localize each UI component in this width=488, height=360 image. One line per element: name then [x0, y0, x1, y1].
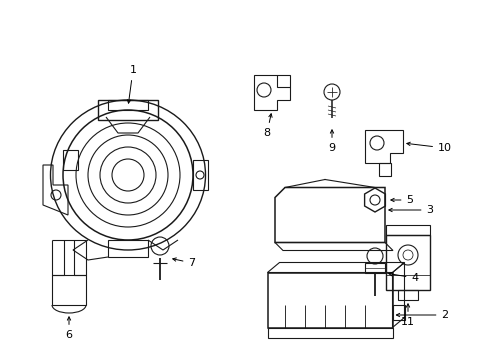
Text: 4: 4	[388, 273, 418, 283]
Text: 3: 3	[388, 205, 433, 215]
Text: 8: 8	[263, 114, 271, 138]
Text: 6: 6	[65, 317, 72, 340]
Text: 7: 7	[172, 258, 195, 268]
Text: 9: 9	[328, 130, 335, 153]
Text: 11: 11	[400, 304, 414, 327]
Text: 2: 2	[396, 310, 447, 320]
Text: 1: 1	[127, 65, 136, 103]
Text: 10: 10	[406, 142, 451, 153]
Text: 5: 5	[390, 195, 413, 205]
